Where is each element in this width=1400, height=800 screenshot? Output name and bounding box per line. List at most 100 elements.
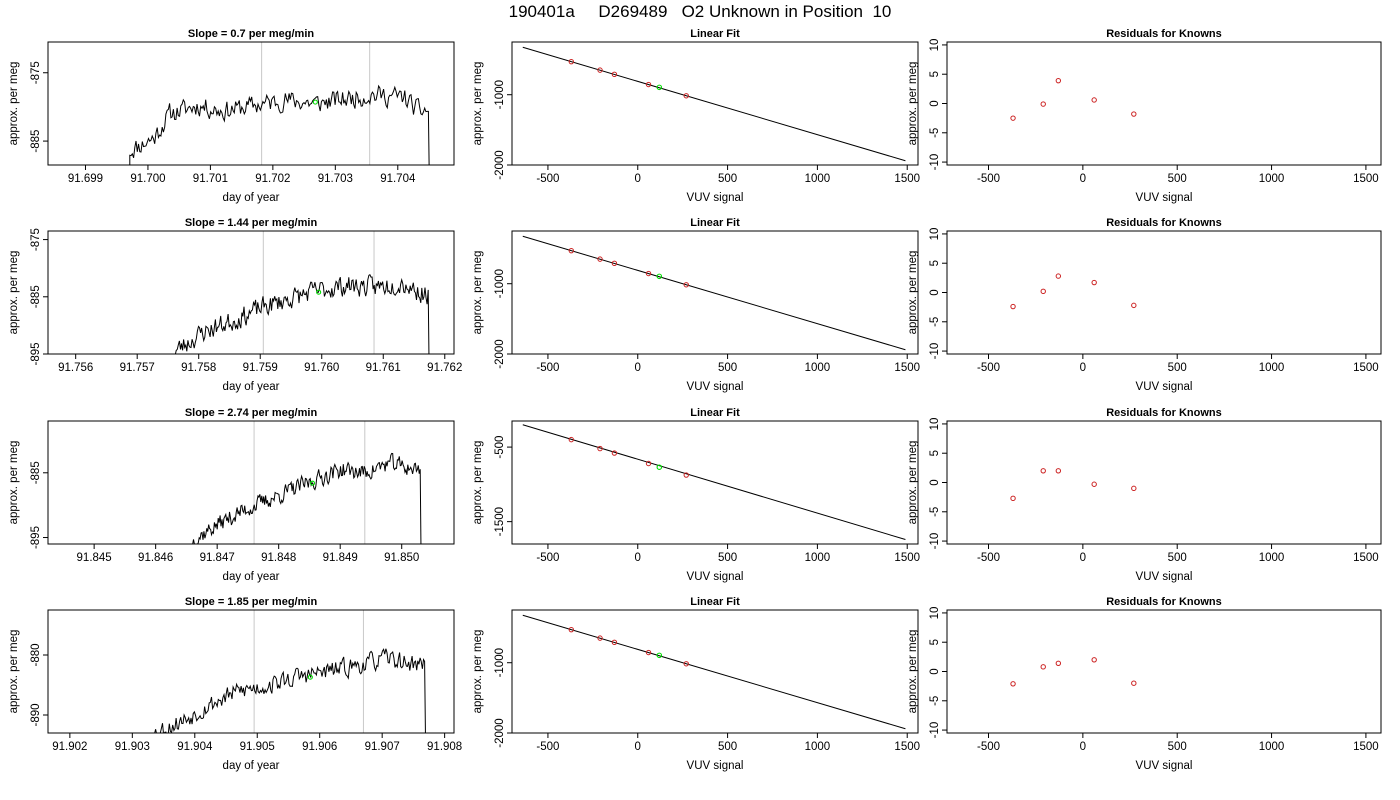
y-tick-label: 10 bbox=[929, 418, 941, 431]
known-point bbox=[568, 436, 574, 443]
y-tick-label: -885 bbox=[30, 461, 42, 484]
x-tick-label: 1500 bbox=[894, 552, 920, 564]
x-tick-label: 1500 bbox=[1353, 173, 1379, 185]
residual-point bbox=[1131, 302, 1137, 309]
y-axis-label: approx. per meg bbox=[8, 62, 20, 146]
residual-point bbox=[1091, 481, 1097, 487]
panel-r3c2: Linear Fit -500 0 500 1000 1500 -1500 -500 VUV s… bbox=[472, 407, 920, 583]
panel-title: Linear Fit bbox=[690, 28, 740, 40]
x-axis-label: VUV signal bbox=[687, 760, 744, 772]
known-point bbox=[645, 270, 652, 277]
x-tick-label: 91.758 bbox=[181, 362, 216, 374]
y-tick-label: 5 bbox=[929, 639, 941, 645]
unknown-point bbox=[656, 84, 663, 91]
plot-area bbox=[522, 424, 906, 541]
known-point bbox=[611, 71, 618, 78]
known-point bbox=[568, 58, 574, 65]
x-tick-label: 1000 bbox=[1259, 362, 1285, 374]
x-tick-label: 1000 bbox=[805, 741, 831, 753]
x-tick-label: 91.759 bbox=[243, 362, 278, 374]
plot-frame bbox=[946, 609, 1382, 734]
plot-area bbox=[522, 46, 906, 162]
y-axis-label: approx. per meg bbox=[472, 441, 484, 525]
x-tick-label: 91.849 bbox=[323, 552, 358, 564]
residual-point bbox=[1131, 680, 1137, 686]
x-tick-label: -500 bbox=[977, 552, 1000, 564]
y-tick-label: -2000 bbox=[494, 150, 506, 179]
y-tick-label: 0 bbox=[929, 668, 941, 674]
plot-area bbox=[522, 614, 906, 730]
y-tick-label: 5 bbox=[929, 71, 941, 77]
panel-r4c1: Slope = 1.85 per meg/min 91.902 91.903 91.9… bbox=[8, 596, 462, 772]
known-point bbox=[597, 67, 603, 73]
panel-r2c3: Residuals for Knowns -500 0 500 1000 1500 -10 -… bbox=[907, 217, 1382, 393]
x-tick-label: 91.700 bbox=[130, 173, 165, 185]
x-tick-label: 91.907 bbox=[365, 741, 400, 753]
residual-point bbox=[1040, 101, 1046, 107]
x-tick-label: 0 bbox=[635, 552, 641, 564]
x-tick-label: 91.906 bbox=[302, 741, 337, 753]
x-tick-label: 500 bbox=[1168, 552, 1187, 564]
series-line bbox=[154, 648, 426, 733]
residual-point bbox=[1055, 468, 1062, 474]
y-tick-label: -2000 bbox=[494, 718, 506, 747]
x-tick-label: 0 bbox=[1080, 552, 1086, 564]
x-tick-label: -500 bbox=[977, 173, 1000, 185]
x-tick-label: 91.762 bbox=[427, 362, 462, 374]
panel-title: Linear Fit bbox=[690, 596, 740, 608]
unknown-point bbox=[656, 273, 663, 280]
panel-r3c3: Residuals for Knowns -500 0 500 1000 1500 -10 -… bbox=[907, 407, 1382, 583]
plot-area bbox=[1010, 273, 1137, 310]
known-point bbox=[683, 472, 689, 478]
y-tick-label: -880 bbox=[30, 643, 42, 666]
plot-frame bbox=[47, 420, 455, 545]
plot-frame bbox=[511, 609, 919, 734]
x-tick-label: 1000 bbox=[805, 362, 831, 374]
plot-frame bbox=[511, 41, 919, 166]
x-tick-label: 91.757 bbox=[120, 362, 155, 374]
known-point bbox=[683, 282, 689, 288]
x-tick-label: 1500 bbox=[894, 362, 920, 374]
x-axis-label: day of year bbox=[223, 381, 280, 393]
x-tick-label: 500 bbox=[1168, 741, 1187, 753]
panel-r3c1: Slope = 2.74 per meg/min 91.845 91.846 91.8… bbox=[8, 407, 455, 583]
panel-r2c2: Linear Fit -500 0 500 1000 1500 -2000 -1000 VUV … bbox=[472, 217, 920, 393]
plot-frame bbox=[946, 420, 1382, 545]
residual-point bbox=[1040, 664, 1046, 670]
y-tick-label: -1500 bbox=[494, 507, 506, 536]
unknown-point bbox=[656, 464, 663, 470]
residual-point bbox=[1010, 303, 1016, 310]
x-tick-label: 0 bbox=[635, 173, 641, 185]
y-tick-label: 0 bbox=[929, 479, 941, 485]
plot-area bbox=[192, 421, 422, 544]
y-axis-label: approx. per meg bbox=[472, 251, 484, 335]
y-tick-label: -875 bbox=[30, 61, 42, 84]
known-point bbox=[611, 450, 618, 456]
plot-frame bbox=[946, 230, 1382, 355]
known-point bbox=[645, 460, 652, 467]
x-tick-label: 0 bbox=[1080, 362, 1086, 374]
x-axis-label: day of year bbox=[223, 760, 280, 772]
known-point bbox=[597, 635, 603, 641]
panel-r1c1: Slope = 0.7 per meg/min 91.699 91.700 91.70… bbox=[8, 28, 455, 204]
residual-point bbox=[1040, 288, 1046, 295]
known-point bbox=[597, 445, 603, 452]
y-tick-label: 5 bbox=[929, 260, 941, 266]
y-tick-label: -5 bbox=[929, 696, 941, 706]
x-tick-label: -500 bbox=[977, 741, 1000, 753]
y-tick-label: -5 bbox=[929, 507, 941, 517]
x-tick-label: 0 bbox=[1080, 173, 1086, 185]
plot-area bbox=[174, 231, 430, 354]
x-tick-label: 91.756 bbox=[58, 362, 93, 374]
x-tick-label: 1500 bbox=[894, 173, 920, 185]
x-tick-label: 1500 bbox=[1353, 741, 1379, 753]
x-tick-label: 500 bbox=[718, 741, 737, 753]
panel-r1c2: Linear Fit -500 0 500 1000 1500 -2000 -1000 VUV … bbox=[472, 28, 920, 204]
panel-title: Residuals for Knowns bbox=[1106, 217, 1222, 229]
x-tick-label: 1000 bbox=[805, 552, 831, 564]
plot-frame bbox=[47, 230, 455, 355]
residual-point bbox=[1010, 115, 1016, 121]
x-axis-label: VUV signal bbox=[1136, 760, 1193, 772]
panel-r1c3: Residuals for Knowns -500 0 500 1000 1500 -10 -… bbox=[907, 28, 1382, 204]
